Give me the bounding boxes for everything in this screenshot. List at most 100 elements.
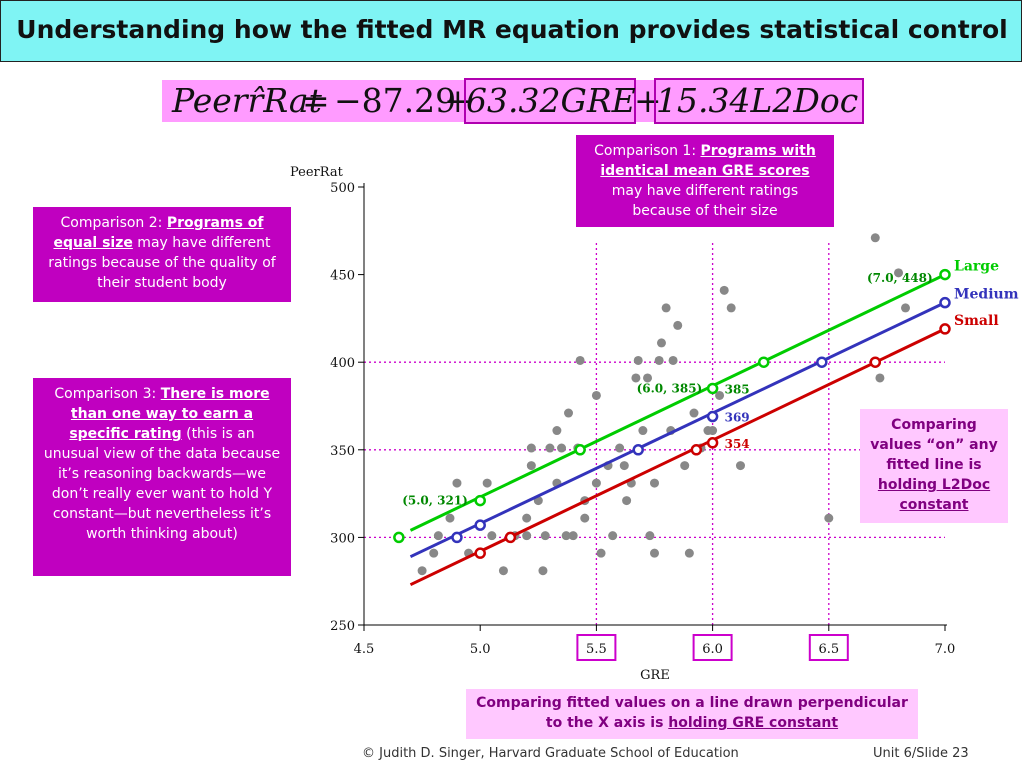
data-point [673,320,683,330]
y-tick-label: 350 [330,444,355,459]
value-annotation: (7.0, 448) [867,271,933,285]
data-point [726,303,736,313]
data-point [552,426,562,436]
marker-large [706,382,719,395]
x-tick-highlight-box [692,634,733,661]
y-tick-label: 500 [330,181,355,196]
callout-right-lead: Comparing values “on” any fitted line is [870,417,998,473]
value-annotation: 369 [725,411,750,425]
marker-small [690,444,703,456]
data-point [540,531,550,541]
marker-large [474,494,486,507]
marker-medium [816,356,828,368]
callout-1-lead: Comparison 1: [594,143,701,159]
data-point [661,303,671,313]
data-point [638,426,648,436]
x-tick-label: 6.0 [702,642,723,657]
marker-medium [451,531,463,544]
value-annotation: 385 [725,382,750,396]
value-annotation: 354 [725,437,750,451]
y-tick-label: 400 [330,356,355,371]
data-point [482,478,492,488]
x-tick-label: 5.0 [470,642,491,657]
callout-bottom-highlight: holding GRE constant [668,715,839,731]
data-point [561,531,571,541]
footer-credit: © Judith D. Singer, Harvard Graduate Sch… [362,746,739,761]
data-point [894,268,904,278]
callout-right-highlight: holding L2Doc constant [877,477,991,513]
data-point [735,461,745,471]
data-point [452,478,462,488]
equation-gre-term: 63.32GRE [464,78,636,124]
data-point [619,461,629,471]
data-point [719,285,729,295]
data-point [429,548,439,558]
x-tick-highlight-box [808,634,849,661]
equation-plus-2: + [634,81,662,120]
series-label-large: Large [954,259,999,275]
marker-small [706,437,719,449]
marker-small [474,547,486,559]
data-point [564,408,574,418]
data-point [445,513,455,523]
marker-large [939,268,951,281]
marker-medium [939,296,951,309]
y-tick-label: 250 [330,619,355,634]
callout-2-highlight: Programs of equal size [53,215,264,251]
data-point [824,513,834,523]
data-point [715,390,725,400]
data-point [522,531,532,541]
marker-small [869,356,882,368]
x-tick-label: 7.0 [935,642,956,657]
data-point [689,408,699,418]
series-label-small: Small [954,313,999,329]
marker-large [574,444,586,456]
marker-large [757,356,770,368]
data-point [615,443,625,453]
callout-bottom-lead: Comparing fitted values on a line drawn … [476,695,908,731]
data-point [654,355,664,365]
y-axis-label: PeerRat [290,165,344,180]
fitted-line-small [409,327,946,587]
value-annotation: (5.0, 321) [402,494,468,508]
data-point [568,531,578,541]
data-point [545,443,555,453]
data-point [591,390,601,400]
data-point [708,426,718,436]
data-point [643,373,653,383]
data-point [608,531,618,541]
data-point [487,531,497,541]
callout-comparison-2: Comparison 2: Programs of equal size may… [33,207,291,302]
marker-small [939,323,951,335]
callout-comparison-1: Comparison 1: Programs with identical me… [576,135,834,227]
marker-medium [474,519,486,531]
data-point [522,513,532,523]
series-label-medium: Medium [954,287,1019,303]
data-point [900,303,910,313]
marker-medium [632,444,644,456]
fitted-line-large [409,273,946,532]
data-point [417,566,427,576]
equation-equals: = [302,81,330,120]
equation-plus-1: + [444,81,472,120]
data-point [684,548,694,558]
data-point [433,531,443,541]
y-tick-label: 300 [330,531,355,546]
equation-intercept: −87.29 [334,81,457,120]
fitted-line-medium [409,301,946,559]
data-point [538,566,548,576]
callout-3-lead: Comparison 3: [54,386,161,402]
data-point [650,478,659,488]
callout-1-highlight: Programs with identical mean GRE scores [600,143,816,179]
data-point [680,461,690,471]
equation-lhs: Peerr̂Rat [172,81,322,120]
callout-comparison-3: Comparison 3: There is more than one way… [33,378,291,576]
callout-2-rest: may have different ratings because of th… [48,235,276,291]
title-bar: Understanding how the fitted MR equation… [0,0,1022,62]
data-point [650,548,659,558]
data-point [580,513,590,523]
data-point [656,338,666,348]
data-point [526,443,536,453]
data-point [498,566,508,576]
